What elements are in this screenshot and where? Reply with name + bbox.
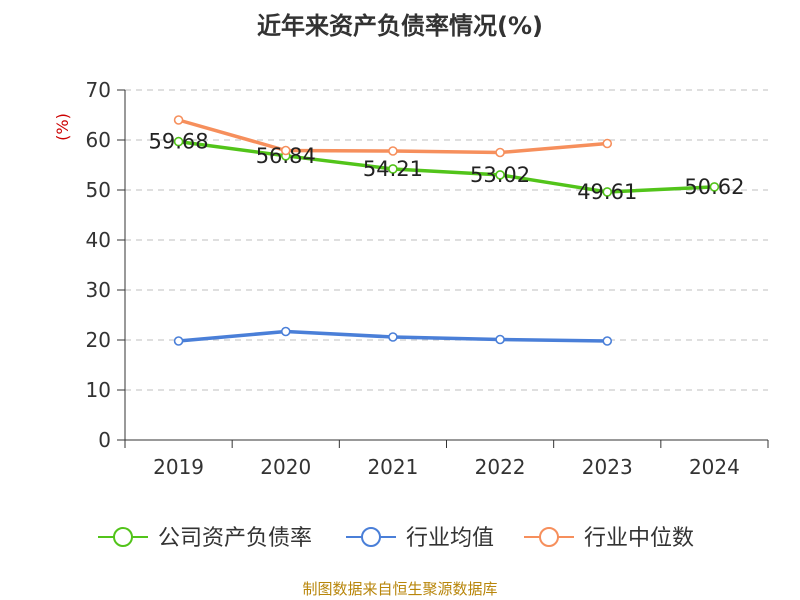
data-point: [388, 332, 398, 342]
data-point: [280, 145, 291, 156]
data-point: [495, 170, 505, 180]
data-point: [495, 147, 505, 158]
data-label: 59.68: [149, 130, 209, 154]
legend-label: 行业均值: [406, 526, 494, 551]
legend-marker: [113, 527, 133, 547]
data-label: 54.21: [363, 157, 423, 181]
y-tick-label: 70: [86, 78, 111, 102]
legend[interactable]: 公司资产负债率 行业均值 行业中位数: [98, 526, 694, 551]
y-tick-label: 30: [86, 278, 111, 302]
y-tick-label: 10: [86, 378, 111, 402]
data-point: [388, 164, 398, 174]
y-tick-label: 0: [98, 428, 111, 452]
data-label: 53.02: [470, 163, 530, 187]
data-point: [173, 115, 184, 125]
y-tick-label: 40: [86, 228, 111, 252]
y-tick-label: 50: [86, 178, 111, 202]
chart-title: 近年来资产负债率情况(%): [257, 12, 543, 40]
legend-marker: [539, 527, 559, 547]
legend-item[interactable]: 公司资产负债率: [98, 526, 312, 551]
x-tick-label: 2020: [260, 455, 311, 479]
data-point: [173, 336, 184, 346]
series-lines: [173, 115, 720, 346]
y-tick-label: 20: [86, 328, 111, 352]
legend-item[interactable]: 行业均值: [346, 526, 494, 551]
data-point: [388, 146, 398, 156]
source-note: 制图数据来自恒生聚源数据库: [302, 580, 498, 598]
x-tick-label: 2024: [689, 455, 740, 479]
data-point: [709, 182, 720, 192]
y-axis-label: (%): [53, 113, 72, 141]
data-labels: 59.68 56.84 54.21 53.02 49.61 50.62: [149, 130, 745, 204]
data-point: [173, 136, 184, 147]
legend-label: 公司资产负债率: [158, 526, 312, 551]
legend-marker: [361, 527, 381, 547]
data-point: [602, 138, 613, 149]
data-label: 50.62: [684, 175, 744, 199]
gridlines: [125, 89, 768, 391]
legend-item[interactable]: 行业中位数: [524, 526, 694, 551]
axes: 0 10 20 30 40 50 60 70 2019 2020 2021 2022 2023 2024 (…: [53, 78, 769, 479]
data-point: [602, 336, 613, 346]
data-label: 56.84: [256, 144, 316, 168]
series-line: [178, 139, 715, 194]
x-tick-label: 2021: [367, 455, 418, 479]
data-point: [280, 326, 291, 337]
x-tick-label: 2023: [582, 455, 633, 479]
data-point: [495, 334, 505, 345]
legend-label: 行业中位数: [584, 526, 694, 551]
data-label: 49.61: [577, 180, 637, 204]
y-tick-label: 60: [86, 128, 111, 152]
x-tick-label: 2022: [475, 455, 526, 479]
data-point: [602, 187, 613, 197]
x-tick-label: 2019: [153, 455, 204, 479]
